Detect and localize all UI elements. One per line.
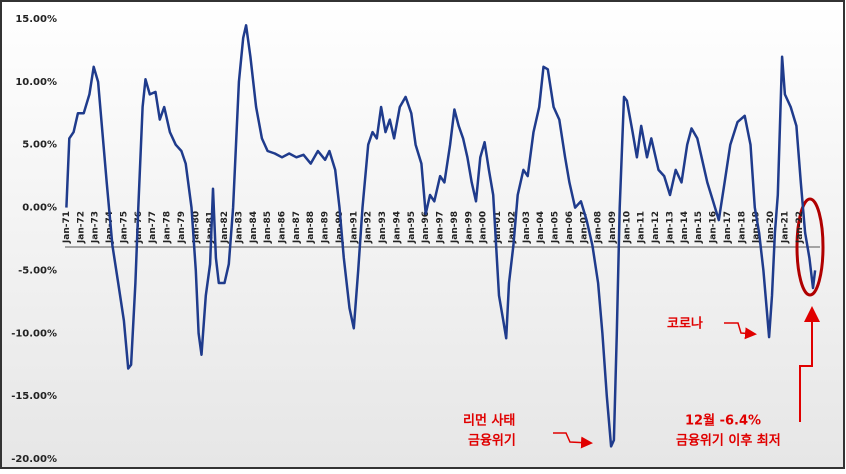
arrow xyxy=(799,306,820,422)
x-tick-label: Jan-01 xyxy=(493,211,503,244)
x-tick-label: Jan-97 xyxy=(436,211,446,244)
x-tick-label: Jan-02 xyxy=(507,211,517,244)
x-tick-label: Jan-09 xyxy=(608,211,618,244)
x-tick-label: Jan-05 xyxy=(551,211,561,244)
x-tick-label: Jan-72 xyxy=(76,211,86,244)
x-tick-label: Jan-06 xyxy=(565,211,575,244)
x-tick-label: Jan-89 xyxy=(321,211,331,244)
x-tick-label: Jan-21 xyxy=(780,211,790,244)
x-tick-label: Jan-71 xyxy=(62,211,72,244)
x-tick-label: Jan-94 xyxy=(392,211,402,244)
highlight-ellipse xyxy=(795,197,825,297)
x-tick-label: Jan-04 xyxy=(536,211,546,244)
y-tick-label: -20.00% xyxy=(11,454,57,465)
x-tick-label: Jan-79 xyxy=(177,211,187,244)
x-tick-label: Jan-93 xyxy=(378,211,388,244)
y-tick-label: 15.00% xyxy=(15,14,57,25)
x-tick-label: Jan-84 xyxy=(249,211,259,244)
x-tick-label: Jan-76 xyxy=(134,211,144,244)
x-tick-label: Jan-77 xyxy=(148,211,158,244)
x-tick-label: Jan-99 xyxy=(464,211,474,244)
x-tick-label: Jan-20 xyxy=(766,211,776,244)
annotation: 금융위기 이후 최저 xyxy=(676,433,781,449)
x-tick-label: Jan-87 xyxy=(292,211,302,244)
x-tick-label: Jan-18 xyxy=(737,211,747,244)
x-tick-label: Jan-12 xyxy=(651,211,661,244)
y-tick-label: -10.00% xyxy=(11,328,57,339)
annotation: 리먼 사태 xyxy=(463,413,515,429)
y-tick-label: -15.00% xyxy=(11,391,57,402)
x-tick-label: Jan-80 xyxy=(191,211,201,244)
annotation: 코로나 xyxy=(667,316,703,332)
annotation: 12월 -6.4% xyxy=(685,413,761,429)
x-tick-label: Jan-98 xyxy=(450,211,460,244)
x-tick-label: Jan-10 xyxy=(622,211,632,244)
x-tick-label: Jan-88 xyxy=(306,211,316,244)
x-tick-label: Jan-17 xyxy=(723,211,733,244)
x-tick-label: Jan-78 xyxy=(163,211,173,244)
x-tick-label: Jan-07 xyxy=(579,211,589,244)
x-tick-label: Jan-86 xyxy=(277,211,287,244)
line xyxy=(65,24,817,448)
x-tick-label: Jan-11 xyxy=(637,211,647,244)
x-tick-label: Jan-83 xyxy=(234,211,244,244)
annotation: 금융위기 xyxy=(468,433,516,449)
x-tick-label: Jan-92 xyxy=(364,211,374,244)
y-tick-label: 10.00% xyxy=(15,77,57,88)
x-tick-label: Jan-75 xyxy=(119,211,129,244)
x-tick-label: Jan-85 xyxy=(263,211,273,244)
y-tick-label: -5.00% xyxy=(18,265,57,276)
x-tick-label: Jan-22 xyxy=(795,211,805,244)
x-tick-label: Jan-96 xyxy=(421,211,431,244)
x-tick-label: Jan-13 xyxy=(665,211,675,244)
x-tick-label: Jan-03 xyxy=(522,211,532,244)
x-tick-label: Jan-95 xyxy=(407,211,417,244)
x-tick-label: Jan-73 xyxy=(91,211,101,244)
x-tick-label: Jan-14 xyxy=(680,211,690,244)
x-tick-label: Jan-00 xyxy=(479,211,489,244)
y-tick-label: 5.00% xyxy=(22,140,57,151)
x-tick-label: Jan-82 xyxy=(220,211,230,244)
x-tick-label: Jan-16 xyxy=(709,211,719,244)
arrow xyxy=(724,322,757,340)
x-tick-label: Jan-08 xyxy=(594,211,604,244)
arrow xyxy=(553,432,593,449)
x-tick-label: Jan-19 xyxy=(752,211,762,244)
x-tick-label: Jan-91 xyxy=(349,211,359,244)
y-tick-label: 0.00% xyxy=(22,203,57,214)
x-tick-label: Jan-15 xyxy=(694,211,704,244)
